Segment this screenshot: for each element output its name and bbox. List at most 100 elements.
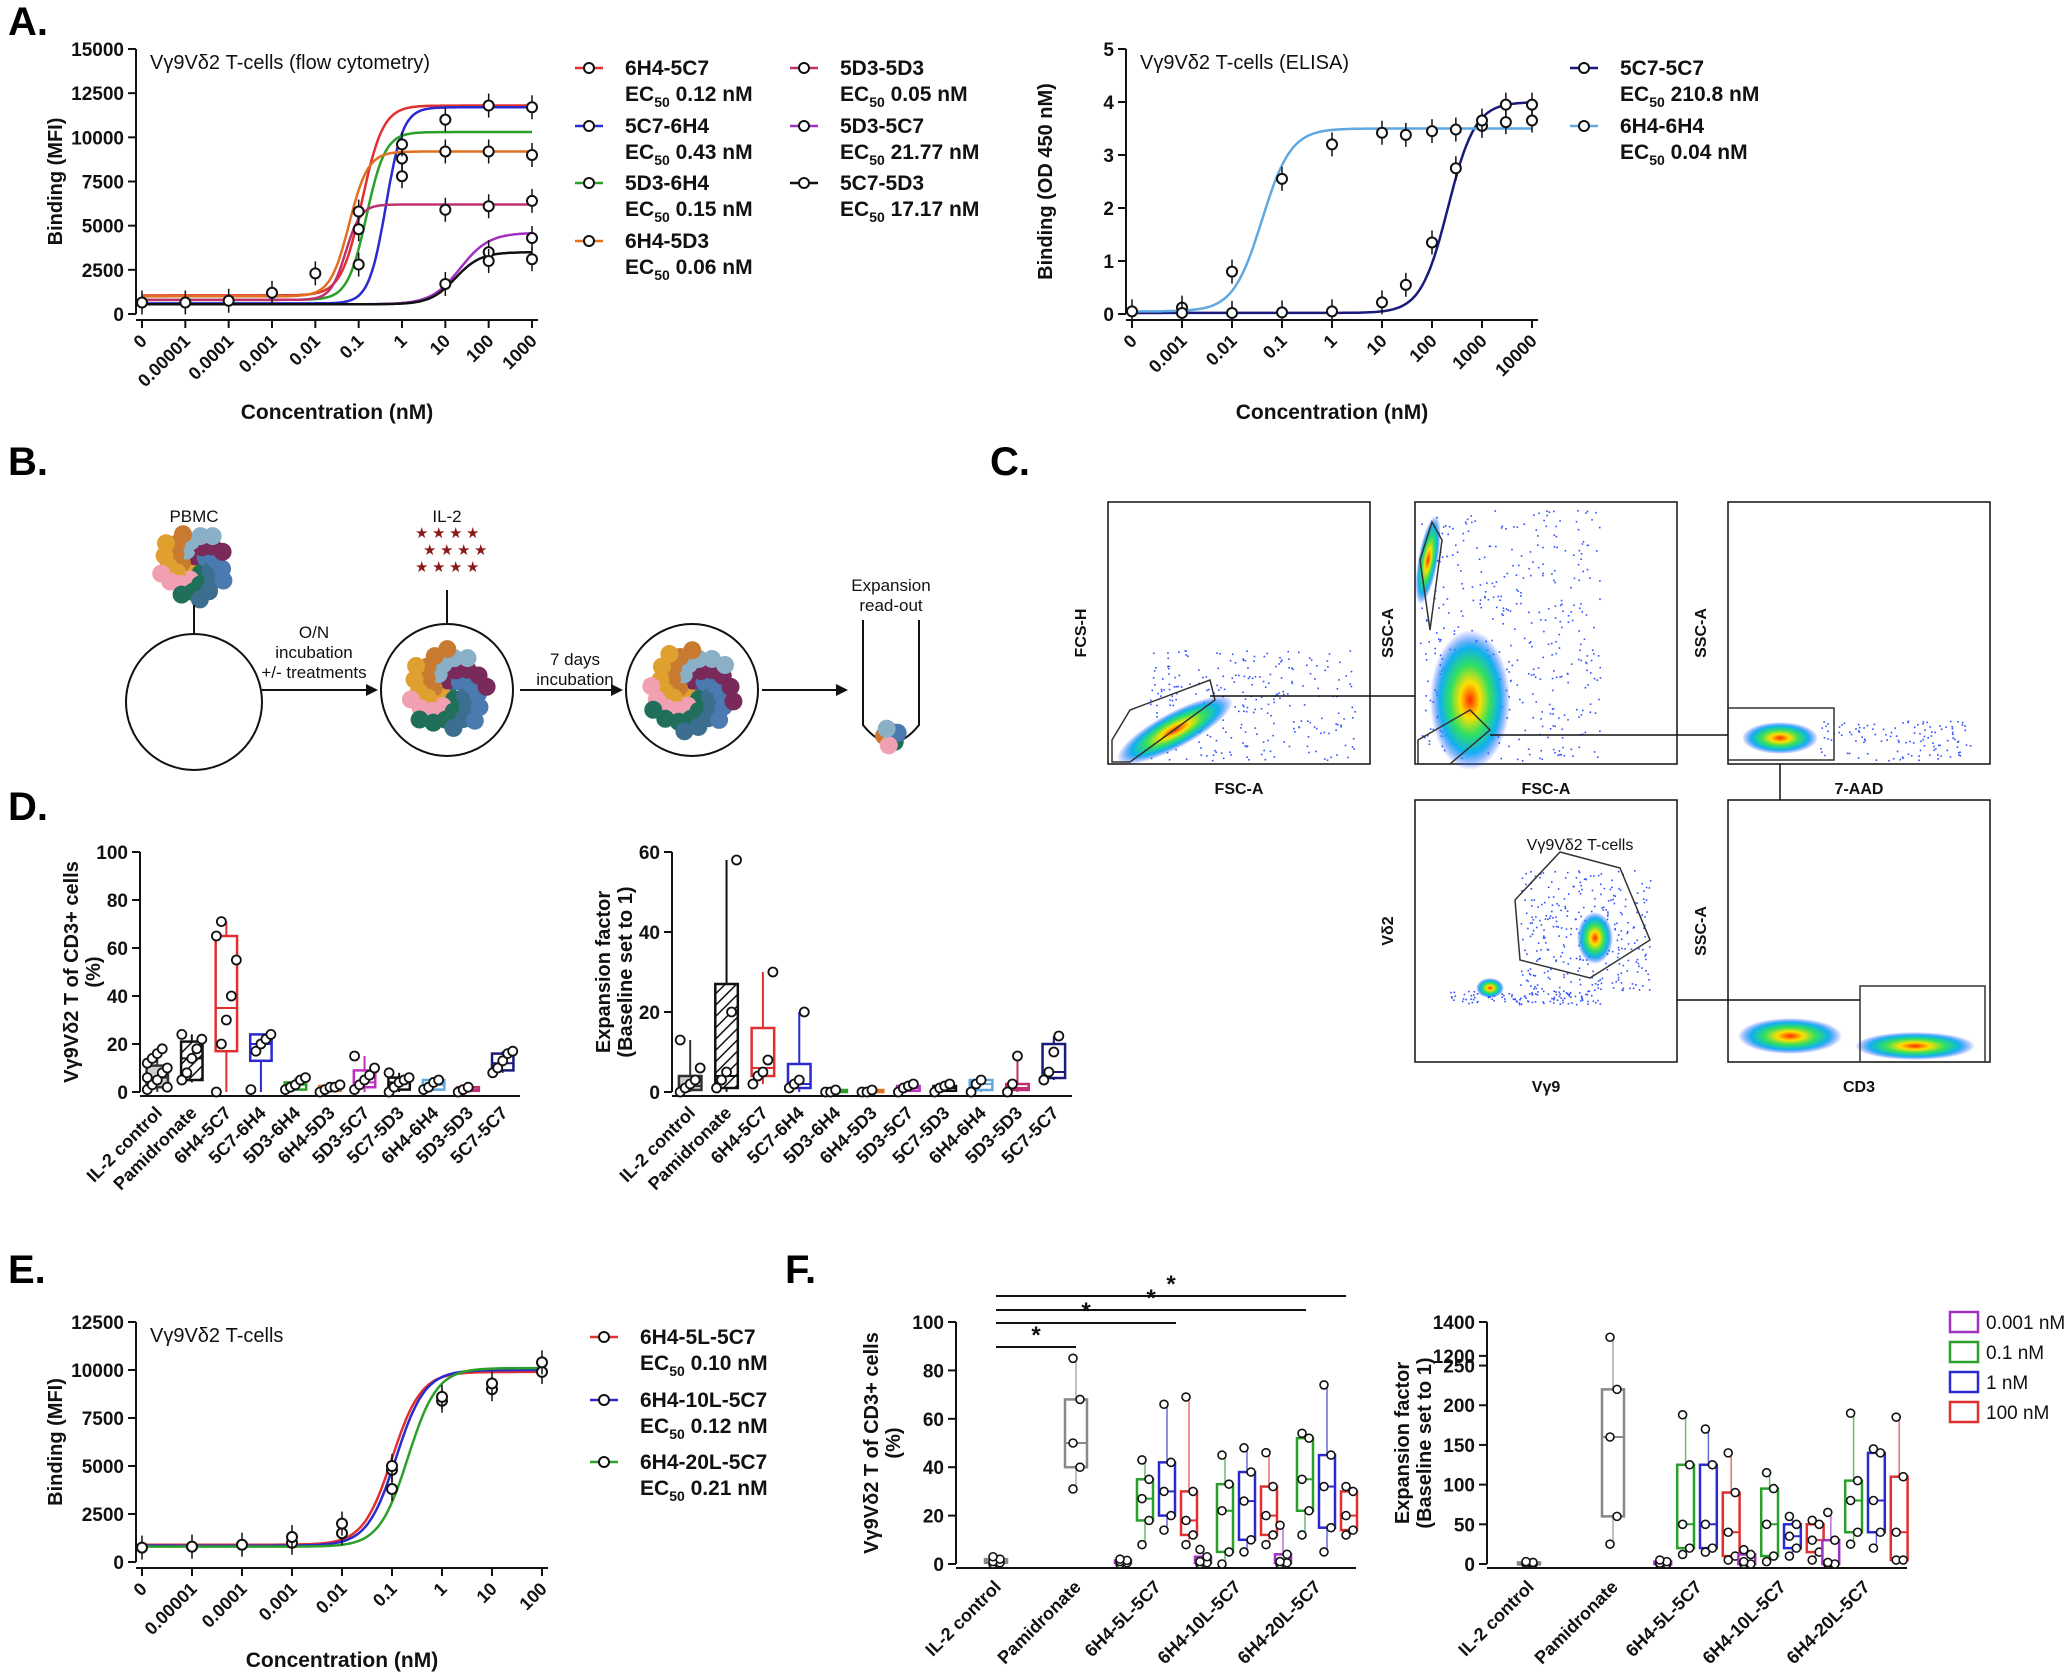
flow-event	[1850, 733, 1853, 736]
flow-event	[1633, 942, 1636, 945]
flow-event	[1465, 522, 1468, 525]
flow-event	[1507, 609, 1509, 611]
flow-event	[1256, 733, 1258, 736]
flow-event	[1552, 896, 1555, 898]
flow-event	[1326, 759, 1329, 762]
flow-event	[1542, 872, 1545, 874]
flow-event	[1540, 924, 1543, 926]
A2-x-tick-label: 0.1	[1259, 331, 1291, 363]
arrow-head	[611, 684, 623, 696]
A2-data-point	[1499, 98, 1512, 111]
F1-x-tick-label: IL-2 control	[921, 1577, 1004, 1660]
flow-event	[1823, 736, 1826, 739]
flow-event	[1171, 699, 1174, 702]
D1-data-point	[403, 1072, 415, 1083]
F1-data-point	[1137, 1539, 1147, 1550]
flow-event	[1240, 723, 1243, 726]
flow-event	[1306, 664, 1308, 667]
flow-event	[1447, 533, 1450, 536]
flow-event	[1215, 751, 1218, 754]
A1-y-tick-label: 0	[113, 305, 124, 326]
D1-data-point	[433, 1074, 445, 1086]
legend-a1-label: 5C7-5D3	[840, 172, 924, 195]
legend-f-swatch	[1948, 1310, 1980, 1334]
flow-event	[1562, 746, 1564, 749]
flow-event	[1178, 651, 1180, 654]
F2-x-tick-label: 6H4-10L-5C7	[1699, 1577, 1790, 1668]
flow-event	[1321, 717, 1323, 720]
flow-event	[1555, 960, 1557, 963]
flow-event	[1310, 659, 1313, 661]
flow-event	[1240, 727, 1242, 729]
flow-event	[1425, 658, 1428, 661]
flow-event	[1517, 564, 1520, 567]
flow-event	[1934, 731, 1937, 734]
flow-event	[1238, 674, 1240, 677]
flow-event	[1556, 999, 1559, 1002]
flow-event	[1527, 969, 1530, 972]
E-x-tick-label: 0.1	[369, 1579, 401, 1611]
D2-data-point	[762, 1054, 774, 1066]
legend-f-label: 0.001 nM	[1986, 1313, 2065, 1334]
flow-event	[1471, 1001, 1474, 1004]
flow-density	[1476, 978, 1504, 998]
flow-event	[1619, 889, 1622, 891]
flow-event	[1922, 721, 1925, 723]
flow-event	[1198, 741, 1200, 743]
flow-event	[1566, 915, 1569, 917]
well-2-cell	[477, 677, 496, 696]
flow-event	[1451, 554, 1454, 556]
flow-event	[1539, 873, 1542, 875]
flow-event	[1617, 934, 1620, 936]
flow-event	[1599, 1003, 1602, 1005]
A1-data-point	[526, 194, 538, 207]
D1-data-point	[215, 1038, 227, 1050]
flow-event	[1516, 684, 1519, 686]
flow-event	[1616, 922, 1618, 925]
F2-y-axis-title: (Baseline set to 1)	[1414, 1357, 1436, 1528]
flow-event	[1421, 523, 1423, 526]
legend-f-swatch	[1948, 1340, 1980, 1364]
F2-data-point	[1807, 1555, 1817, 1565]
flow-event	[1428, 743, 1431, 746]
flow-event	[1524, 729, 1527, 732]
flow-event	[1907, 753, 1910, 756]
A2-series-6H4-6H4	[1161, 127, 1532, 313]
flow-event	[1923, 744, 1926, 747]
A1-x-tick-label: 0.001	[235, 331, 281, 377]
flow-event	[1566, 992, 1569, 995]
flow-event	[1453, 999, 1455, 1001]
flow-event	[1555, 959, 1558, 962]
flow-event	[1175, 698, 1177, 701]
F1-data-point	[1348, 1486, 1358, 1497]
flow-event	[1315, 750, 1317, 753]
F1-data-point	[1304, 1433, 1314, 1443]
flow-event	[1597, 983, 1599, 986]
A2-data-point	[1226, 306, 1238, 319]
legend-a1-label: 6H4-5D3	[625, 230, 709, 253]
flow-event	[1585, 993, 1587, 996]
flow-event	[1531, 645, 1533, 648]
flow-event	[1281, 659, 1283, 662]
A2-series-5C7-5C7	[1162, 101, 1533, 315]
flow-event	[1580, 915, 1582, 918]
F1-data-point	[1188, 1486, 1198, 1497]
flow-event	[1567, 993, 1570, 996]
F2-data-point	[1898, 1555, 1908, 1565]
flow-event	[1349, 683, 1351, 685]
flow-event	[1347, 756, 1349, 759]
flow-event	[1545, 914, 1548, 917]
flow-event	[1491, 582, 1494, 585]
flow-event	[1558, 633, 1561, 636]
flow-event	[1541, 711, 1543, 713]
flow-event	[1344, 744, 1347, 747]
flow-event	[1278, 692, 1280, 694]
flow-event	[1560, 955, 1562, 958]
flow-event	[1546, 514, 1548, 517]
flow-event	[1351, 746, 1354, 748]
flow-event	[1553, 997, 1555, 1000]
flow-event	[1273, 756, 1276, 758]
flow-event	[1455, 544, 1457, 547]
flow-event	[1902, 757, 1904, 760]
